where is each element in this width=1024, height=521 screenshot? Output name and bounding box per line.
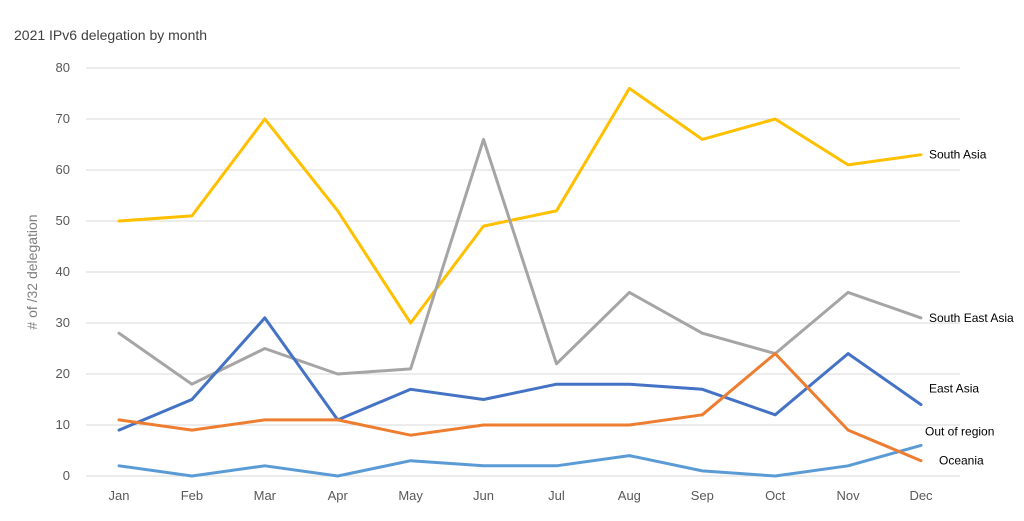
series-label: Out of region [925, 424, 994, 438]
series-labels: South Asia South East Asia East Asia Out of… [925, 148, 1014, 468]
y-tick-label: 20 [56, 366, 70, 381]
x-tick-label: Feb [181, 488, 203, 503]
y-tick-label: 80 [56, 60, 70, 75]
series-label: Oceania [939, 454, 984, 468]
y-tick-label: 0 [63, 468, 70, 483]
y-tick-label: 50 [56, 213, 70, 228]
series-lines [117, 86, 923, 478]
x-tick-label: Sep [691, 488, 714, 503]
series-line-east-asia [117, 316, 923, 432]
chart-title: 2021 IPv6 delegation by month [14, 27, 208, 43]
gridlines [86, 67, 960, 477]
x-tick-label: Mar [254, 488, 277, 503]
x-tick-label: May [398, 488, 423, 503]
x-tick-label: Jul [548, 488, 565, 503]
x-tick-label: Dec [909, 488, 933, 503]
series-line-south-east-asia [117, 137, 923, 386]
series-line-south-asia [117, 86, 923, 325]
series-label: South Asia [929, 148, 987, 162]
x-tick-label: Oct [765, 488, 786, 503]
y-tick-label: 60 [56, 162, 70, 177]
x-tick-label: Jun [473, 488, 494, 503]
x-axis-ticks: Jan Feb Mar Apr May Jun Jul Aug Sep Oct Nov Dec [109, 488, 934, 503]
series-line-oceania [117, 352, 923, 463]
series-label: South East Asia [929, 311, 1014, 325]
y-axis-ticks: 0 10 20 30 40 50 60 70 80 [56, 60, 70, 483]
y-tick-label: 40 [56, 264, 70, 279]
y-tick-label: 70 [56, 111, 70, 126]
y-tick-label: 10 [56, 417, 70, 432]
series-line-out-of-region [117, 443, 923, 478]
x-tick-label: Nov [837, 488, 861, 503]
x-tick-label: Apr [328, 488, 349, 503]
x-tick-label: Aug [618, 488, 641, 503]
x-tick-label: Jan [109, 488, 130, 503]
y-axis-label: # of /32 delegation [24, 214, 40, 329]
series-label: East Asia [929, 382, 979, 396]
y-tick-label: 30 [56, 315, 70, 330]
